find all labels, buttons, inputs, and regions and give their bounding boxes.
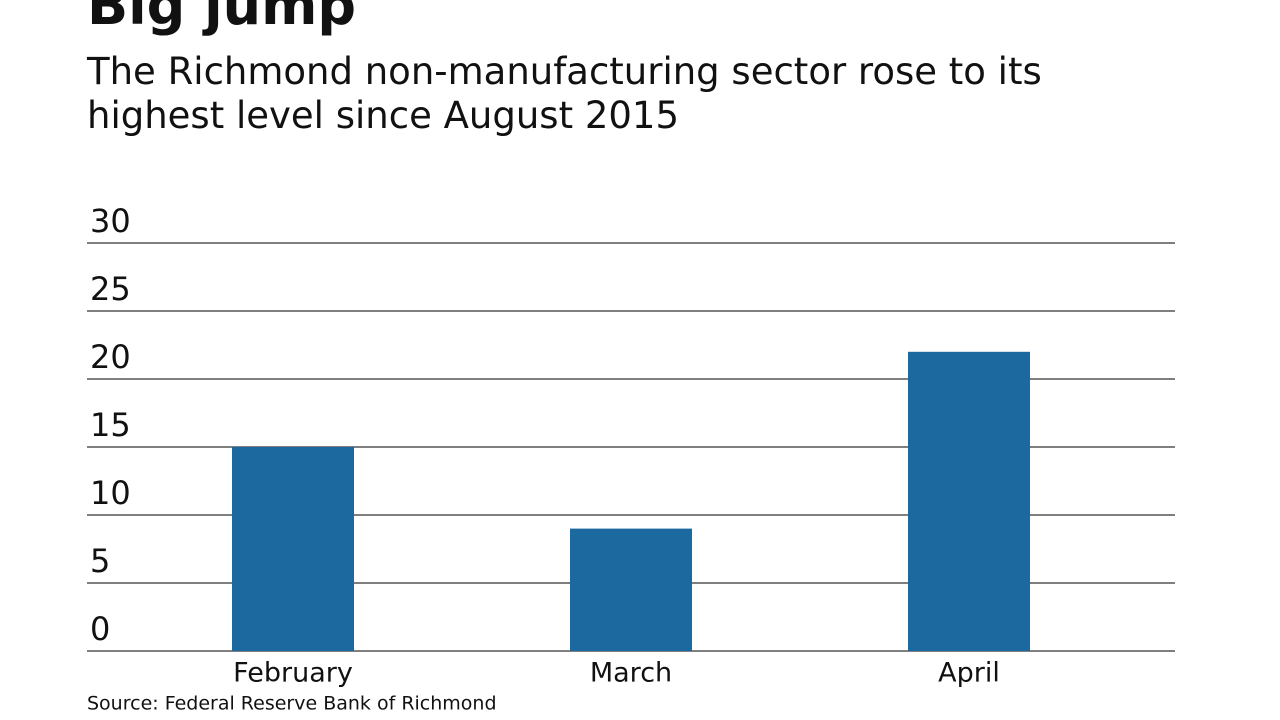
y-tick-label: 25 bbox=[90, 270, 131, 308]
y-tick-label: 5 bbox=[90, 542, 110, 580]
y-tick-label: 30 bbox=[90, 202, 131, 240]
y-tick-label: 10 bbox=[90, 474, 131, 512]
bar bbox=[570, 528, 692, 651]
chart-subtitle: The Richmond non-manufacturing sector ro… bbox=[87, 50, 1042, 137]
x-tick-label: February bbox=[233, 658, 353, 689]
chart-title: Big jump bbox=[87, 0, 356, 37]
y-tick-label: 20 bbox=[90, 338, 131, 376]
x-tick-label: April bbox=[938, 658, 1000, 689]
y-tick-label: 0 bbox=[90, 610, 110, 648]
x-tick-label: March bbox=[590, 658, 672, 689]
y-tick-label: 15 bbox=[90, 406, 131, 444]
bar bbox=[232, 447, 354, 651]
source: Source: Federal Reserve Bank of Richmond bbox=[87, 693, 497, 715]
bar bbox=[908, 351, 1030, 651]
